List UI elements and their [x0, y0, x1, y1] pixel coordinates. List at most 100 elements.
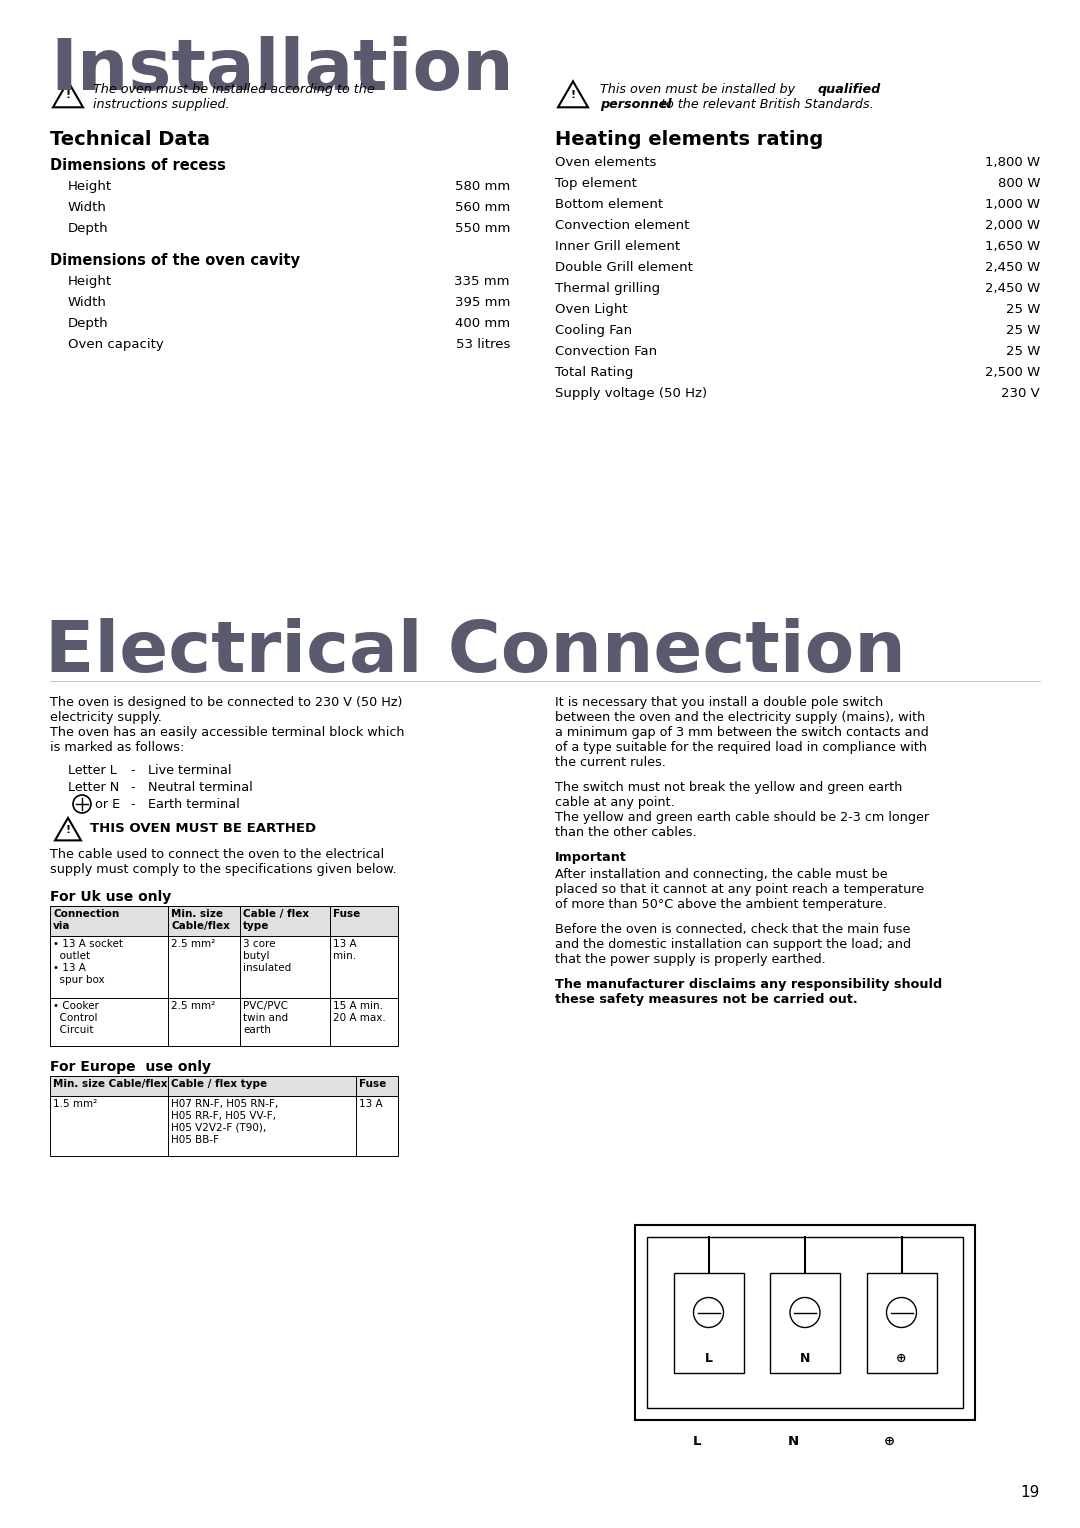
- Text: 580 mm: 580 mm: [455, 180, 510, 193]
- Text: Letter L: Letter L: [68, 764, 117, 778]
- Text: Depth: Depth: [68, 222, 109, 235]
- Text: The manufacturer disclaims any responsibility should: The manufacturer disclaims any responsib…: [555, 978, 942, 992]
- Text: Height: Height: [68, 275, 112, 287]
- Text: Width: Width: [68, 202, 107, 214]
- Bar: [50, 937, 399, 998]
- Bar: [647, 1238, 963, 1407]
- Text: 335 mm: 335 mm: [455, 275, 510, 287]
- Text: Total Rating: Total Rating: [555, 367, 633, 379]
- Text: For Europe  use only: For Europe use only: [50, 1060, 211, 1074]
- Text: -: -: [130, 781, 135, 795]
- Bar: [770, 1273, 840, 1372]
- Text: Cable / flex type: Cable / flex type: [171, 1079, 267, 1089]
- Text: Dimensions of the oven cavity: Dimensions of the oven cavity: [50, 254, 300, 267]
- Text: Inner Grill element: Inner Grill element: [555, 240, 680, 254]
- Text: Convection Fan: Convection Fan: [555, 345, 657, 358]
- Text: Fuse: Fuse: [333, 909, 361, 918]
- Text: Supply voltage (50 Hz): Supply voltage (50 Hz): [555, 387, 707, 400]
- Text: The cable used to connect the oven to the electrical: The cable used to connect the oven to th…: [50, 848, 384, 860]
- Text: Dimensions of recess: Dimensions of recess: [50, 157, 226, 173]
- Bar: [50, 906, 399, 937]
- Text: Neutral terminal: Neutral terminal: [148, 781, 253, 795]
- Text: Top element: Top element: [555, 177, 637, 189]
- Text: 53 litres: 53 litres: [456, 338, 510, 351]
- Text: placed so that it cannot at any point reach a temperature: placed so that it cannot at any point re…: [555, 883, 924, 895]
- Text: L: L: [704, 1351, 713, 1365]
- Text: Depth: Depth: [68, 316, 109, 330]
- Text: Bottom element: Bottom element: [555, 199, 663, 211]
- Text: -: -: [130, 798, 135, 811]
- Text: 2,500 W: 2,500 W: [985, 367, 1040, 379]
- Text: Letter N: Letter N: [68, 781, 119, 795]
- Text: electricity supply.: electricity supply.: [50, 711, 162, 724]
- Text: cable at any point.: cable at any point.: [555, 796, 675, 808]
- Text: of a type suitable for the required load in compliance with: of a type suitable for the required load…: [555, 741, 927, 753]
- Bar: [50, 1096, 399, 1157]
- Text: The oven has an easily accessible terminal block which: The oven has an easily accessible termin…: [50, 726, 405, 740]
- Text: than the other cables.: than the other cables.: [555, 827, 697, 839]
- Text: the current rules.: the current rules.: [555, 756, 666, 769]
- Text: 230 V: 230 V: [1001, 387, 1040, 400]
- Text: !: !: [66, 90, 70, 99]
- Bar: [866, 1273, 936, 1372]
- Text: 25 W: 25 W: [1005, 345, 1040, 358]
- Text: personnel: personnel: [600, 98, 672, 112]
- Text: It is necessary that you install a double pole switch: It is necessary that you install a doubl…: [555, 695, 883, 709]
- Text: PVC/PVC
twin and
earth: PVC/PVC twin and earth: [243, 1001, 288, 1034]
- Text: 395 mm: 395 mm: [455, 296, 510, 309]
- Text: 25 W: 25 W: [1005, 303, 1040, 316]
- Text: The switch must not break the yellow and green earth: The switch must not break the yellow and…: [555, 781, 903, 795]
- Text: Convection element: Convection element: [555, 219, 689, 232]
- Text: ⊕: ⊕: [896, 1351, 907, 1365]
- Text: Earth terminal: Earth terminal: [148, 798, 240, 811]
- Bar: [674, 1273, 743, 1372]
- Text: 19: 19: [1021, 1485, 1040, 1500]
- Text: ⊕: ⊕: [883, 1435, 895, 1449]
- Text: H07 RN-F, H05 RN-F,
H05 RR-F, H05 VV-F,
H05 V2V2-F (T90),
H05 BB-F: H07 RN-F, H05 RN-F, H05 RR-F, H05 VV-F, …: [171, 1099, 279, 1144]
- Text: or E: or E: [95, 798, 120, 811]
- Bar: [635, 1225, 975, 1420]
- Text: 1,650 W: 1,650 W: [985, 240, 1040, 254]
- Text: to the relevant British Standards.: to the relevant British Standards.: [657, 98, 874, 112]
- Text: 2,450 W: 2,450 W: [985, 261, 1040, 274]
- Text: Heating elements rating: Heating elements rating: [555, 130, 823, 150]
- Text: 1,800 W: 1,800 W: [985, 156, 1040, 170]
- Text: This oven must be installed by: This oven must be installed by: [600, 83, 799, 96]
- Text: qualified: qualified: [818, 83, 881, 96]
- Text: 13 A
min.: 13 A min.: [333, 940, 356, 961]
- Text: Min. size Cable/flex: Min. size Cable/flex: [53, 1079, 167, 1089]
- Text: Fuse: Fuse: [359, 1079, 387, 1089]
- Text: 1.5 mm²: 1.5 mm²: [53, 1099, 97, 1109]
- Text: 15 A min.
20 A max.: 15 A min. 20 A max.: [333, 1001, 386, 1024]
- Text: Installation: Installation: [50, 37, 514, 105]
- Text: N: N: [800, 1351, 810, 1365]
- Text: Cable / flex
type: Cable / flex type: [243, 909, 309, 931]
- Text: and the domestic installation can support the load; and: and the domestic installation can suppor…: [555, 938, 912, 950]
- Text: After installation and connecting, the cable must be: After installation and connecting, the c…: [555, 868, 888, 882]
- Text: 2.5 mm²: 2.5 mm²: [171, 940, 215, 949]
- Bar: [50, 998, 399, 1047]
- Text: 2,000 W: 2,000 W: [985, 219, 1040, 232]
- Text: THIS OVEN MUST BE EARTHED: THIS OVEN MUST BE EARTHED: [90, 822, 316, 834]
- Text: 3 core
butyl
insulated: 3 core butyl insulated: [243, 940, 292, 973]
- Bar: [50, 1076, 399, 1096]
- Text: Before the oven is connected, check that the main fuse: Before the oven is connected, check that…: [555, 923, 910, 937]
- Text: Min. size
Cable/flex: Min. size Cable/flex: [171, 909, 230, 931]
- Text: 2,450 W: 2,450 W: [985, 283, 1040, 295]
- Text: Oven capacity: Oven capacity: [68, 338, 164, 351]
- Text: Connection
via: Connection via: [53, 909, 119, 931]
- Text: !: !: [66, 825, 70, 834]
- Text: Cooling Fan: Cooling Fan: [555, 324, 632, 338]
- Text: Oven elements: Oven elements: [555, 156, 657, 170]
- Text: • Cooker
  Control
  Circuit: • Cooker Control Circuit: [53, 1001, 99, 1034]
- Text: a minimum gap of 3 mm between the switch contacts and: a minimum gap of 3 mm between the switch…: [555, 726, 929, 740]
- Text: 560 mm: 560 mm: [455, 202, 510, 214]
- Text: The yellow and green earth cable should be 2-3 cm longer: The yellow and green earth cable should …: [555, 811, 929, 824]
- Text: these safety measures not be carried out.: these safety measures not be carried out…: [555, 993, 858, 1005]
- Text: Electrical Connection: Electrical Connection: [45, 617, 906, 688]
- Text: The oven is designed to be connected to 230 V (50 Hz): The oven is designed to be connected to …: [50, 695, 403, 709]
- Text: Width: Width: [68, 296, 107, 309]
- Text: 550 mm: 550 mm: [455, 222, 510, 235]
- Text: Height: Height: [68, 180, 112, 193]
- Text: that the power supply is properly earthed.: that the power supply is properly earthe…: [555, 953, 826, 966]
